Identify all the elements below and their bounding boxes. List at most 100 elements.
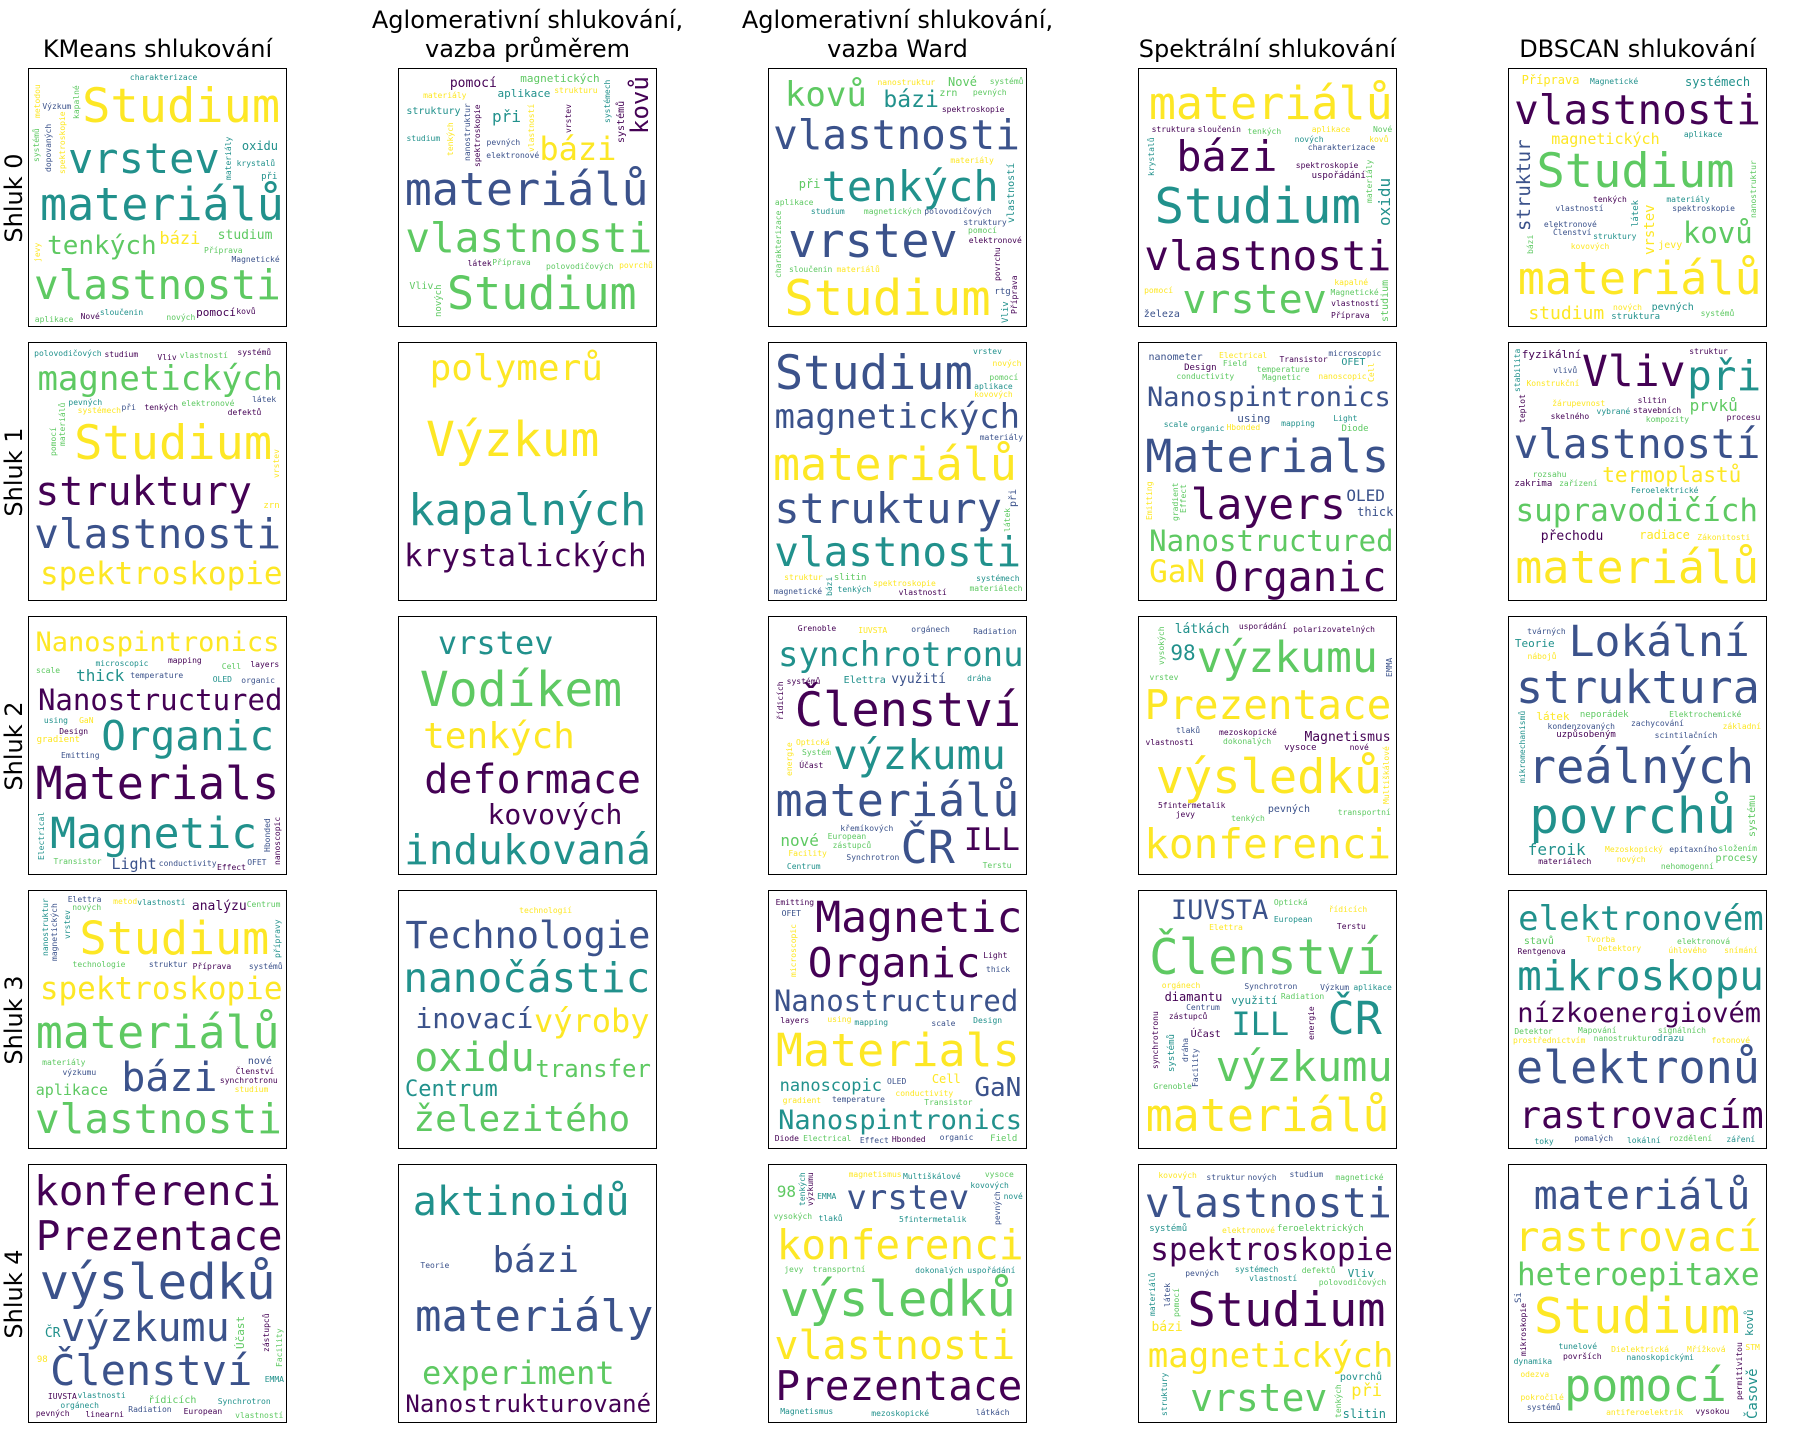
cloud-word: výzkumu xyxy=(833,730,1006,779)
cloud-word: synchrotronu xyxy=(777,635,1024,676)
cloud-word: Materials xyxy=(35,756,280,810)
cloud-word: OLED xyxy=(887,1077,907,1087)
cloud-word: nanoscopic xyxy=(779,1075,882,1096)
cloud-word: tenkých xyxy=(445,122,455,156)
cloud-word: tenkých xyxy=(1593,195,1627,205)
cloud-word: pevných xyxy=(35,1409,70,1419)
cloud-word: Electrical xyxy=(803,1134,852,1144)
wordcloud-panel: Výzkum kapalných krystalických polymerů xyxy=(398,342,657,601)
cloud-word: oxidu xyxy=(414,1034,535,1081)
cloud-word: vrstev xyxy=(1641,204,1658,255)
cloud-word: slitin xyxy=(833,572,867,583)
wordcloud-panel: vlastnosti Studium materiálů struktury magne… xyxy=(768,342,1027,601)
cloud-word: konferenci xyxy=(34,1167,281,1216)
cloud-word: Synchrotron xyxy=(846,852,900,862)
cloud-word: epitaxního xyxy=(1669,845,1718,854)
cloud-word: Effect xyxy=(1179,483,1189,513)
cloud-word: Vliv xyxy=(1000,301,1011,323)
cloud-word: Magnetic xyxy=(815,893,1023,944)
cloud-word: polarizovatelných xyxy=(1293,624,1375,634)
cloud-word: struktur xyxy=(1689,346,1728,356)
cloud-word: organic xyxy=(939,1133,974,1143)
cloud-word: Elettra xyxy=(1209,923,1243,933)
cloud-word: jevy xyxy=(1175,810,1195,820)
cloud-word: Elektrochemické xyxy=(1669,709,1742,719)
cloud-word: signálních xyxy=(1657,1026,1706,1036)
cloud-word: kovových xyxy=(974,389,1013,399)
cloud-word: systémech xyxy=(1234,1265,1279,1275)
cloud-word: Multiškálové xyxy=(902,1171,961,1181)
cloud-word: Facility xyxy=(1190,1048,1200,1088)
wordcloud-panel: Studium rastrovací pomocí mikroskopie materi… xyxy=(1508,1164,1767,1423)
cloud-word: vrstev xyxy=(68,134,220,184)
cloud-word: Výzkum xyxy=(1320,983,1350,993)
cloud-word: systémů xyxy=(32,128,42,163)
cloud-word: energie xyxy=(1306,1006,1316,1040)
cloud-word: Dielektrická xyxy=(1611,1344,1669,1354)
cloud-word: scintilačních xyxy=(1654,730,1718,740)
wordcloud-panel: materiálů vlastnosti Studium spektroskopie m… xyxy=(398,68,657,327)
cloud-word: thick xyxy=(1357,504,1394,519)
cloud-word: Radiation xyxy=(128,1405,172,1415)
cloud-word: rozsahu xyxy=(1532,469,1567,479)
cloud-word: vrstev xyxy=(1149,673,1179,683)
cloud-word: Studium xyxy=(774,346,973,402)
cloud-word: látek xyxy=(1163,1283,1173,1308)
cloud-word: synchrotronu xyxy=(219,1075,278,1085)
cloud-word: Magnetické xyxy=(1590,77,1639,87)
cloud-word: Členství xyxy=(50,1346,253,1396)
cloud-word: Transistor xyxy=(1279,354,1328,364)
cloud-word: Nanostructured xyxy=(773,983,1019,1018)
cloud-word: Teorie xyxy=(1514,636,1555,650)
cloud-word: výroby xyxy=(533,1001,650,1040)
cloud-word: transportní xyxy=(1337,808,1391,818)
cloud-word: studium xyxy=(217,227,273,243)
cloud-word: Studium xyxy=(82,79,281,135)
cloud-word: kovů xyxy=(1369,134,1389,144)
cloud-word: OFET xyxy=(247,858,267,867)
cloud-word: spektroskopie xyxy=(873,579,936,588)
cloud-word: slitin xyxy=(1342,1406,1386,1421)
cloud-word: vlastnosti xyxy=(773,111,1020,160)
cloud-word: látek xyxy=(1003,507,1013,532)
cloud-word: systémů xyxy=(615,100,627,143)
cloud-word: feroik xyxy=(1527,839,1586,859)
cloud-word: Vliv xyxy=(409,280,434,292)
wordcloud-panel: vlastnosti Studium spektroskopie magnetický… xyxy=(1138,1164,1397,1423)
cloud-word: Diode xyxy=(1341,423,1369,434)
cloud-word: pevných xyxy=(1267,804,1310,816)
cloud-word: systému xyxy=(1746,795,1758,838)
cloud-word: úhlového xyxy=(1668,945,1707,955)
cloud-word: nových xyxy=(1613,303,1642,313)
cloud-word: mapping xyxy=(1281,419,1315,429)
cloud-word: složením xyxy=(1718,844,1757,854)
cloud-word: přípravy xyxy=(272,919,282,959)
cloud-word: železa xyxy=(1143,309,1180,321)
cloud-word: pokročilé xyxy=(1520,1393,1564,1403)
cloud-word: Studium xyxy=(1536,144,1735,200)
cloud-word: Field xyxy=(990,1134,1018,1145)
cloud-word: nových xyxy=(992,359,1022,369)
row-label: Shluk 1 xyxy=(0,426,28,517)
cloud-word: Zákonitosti xyxy=(1697,532,1751,542)
cloud-word: Design xyxy=(59,726,89,736)
cloud-word: vrstev xyxy=(973,346,1002,356)
cloud-word: Rentgenova xyxy=(1517,946,1566,956)
cloud-word: magnetických xyxy=(863,207,922,217)
cloud-word: 5fintermetalik xyxy=(1157,800,1226,810)
cloud-word: mapping xyxy=(167,656,202,666)
cloud-word: magnetické xyxy=(1335,1173,1384,1183)
cloud-word: aplikace xyxy=(1311,125,1351,135)
column-title: Aglomerativní shlukování, vazba průměrem xyxy=(371,6,684,63)
cloud-word: bázi xyxy=(121,1055,218,1102)
cloud-word: Field xyxy=(1222,359,1247,369)
cloud-word: vysokých xyxy=(773,1211,813,1221)
cloud-word: temperature xyxy=(130,671,184,681)
cloud-word: materiály xyxy=(1666,194,1710,204)
cloud-word: pomocí xyxy=(449,75,497,91)
cloud-word: při xyxy=(121,402,136,412)
cloud-word: radiace xyxy=(1639,527,1690,542)
cloud-word: studium xyxy=(104,349,139,359)
cloud-word: ČR xyxy=(1327,992,1382,1046)
cloud-word: Nanostructured xyxy=(1149,523,1394,558)
